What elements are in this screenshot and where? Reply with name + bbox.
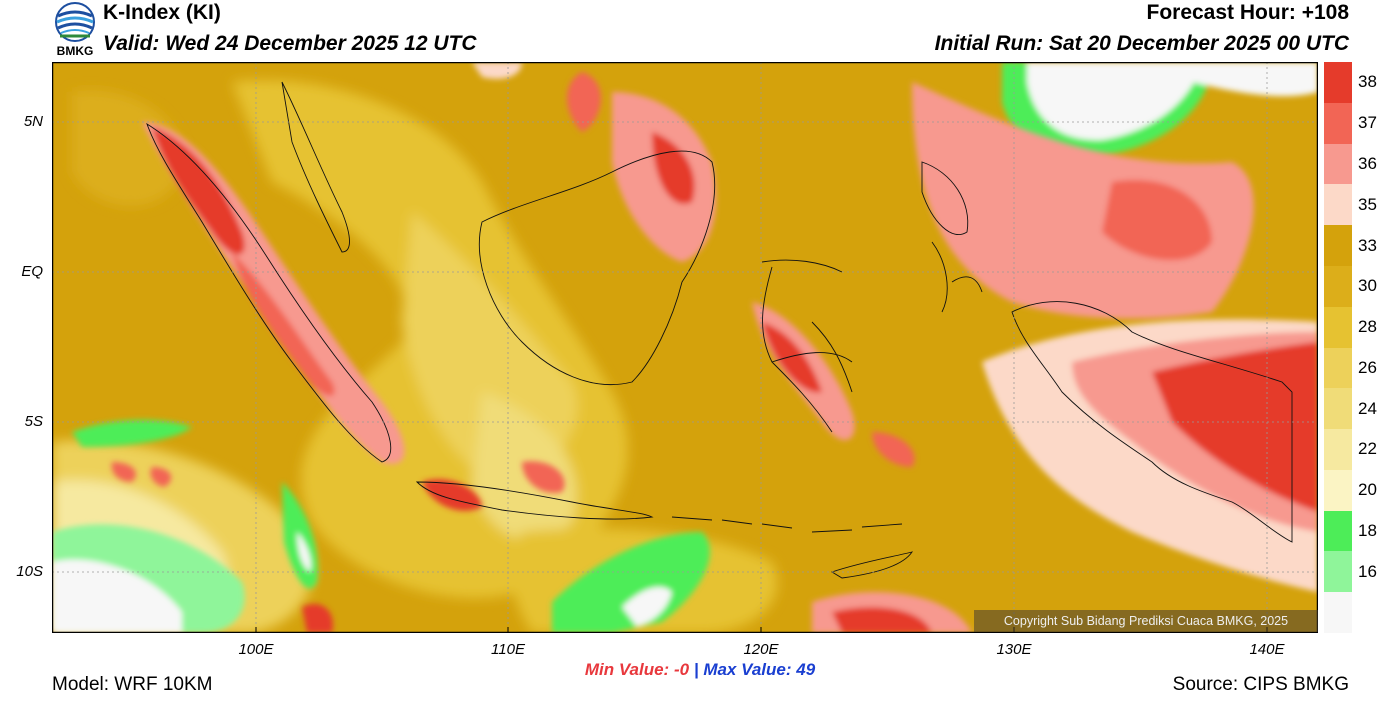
colorbar-label: 36 — [1358, 153, 1377, 173]
coastlines — [146, 81, 1293, 579]
chart-title: K-Index (KI) — [103, 1, 221, 24]
model-label: Model: WRF 10KM — [52, 674, 213, 695]
colorbar-segment — [1324, 225, 1352, 267]
lon-label: 120E — [743, 641, 779, 658]
lon-label: 140E — [1249, 641, 1285, 658]
initial-run: Initial Run: Sat 20 December 2025 00 UTC — [934, 32, 1349, 55]
colorbar-label: 30 — [1358, 276, 1377, 296]
lon-label: 100E — [238, 641, 274, 658]
colorbar-label: 38 — [1358, 72, 1377, 92]
max-label: Max Value: — [703, 660, 792, 679]
colorbar-label: 18 — [1358, 521, 1377, 541]
colorbar-segment — [1324, 184, 1352, 226]
source-label: Source: CIPS BMKG — [1172, 674, 1349, 695]
forecast-hour: Forecast Hour: +108 — [1146, 1, 1350, 24]
colorbar — [1324, 62, 1352, 634]
lat-label: 5S — [24, 413, 43, 430]
stat-separator: | — [693, 660, 699, 679]
colorbar-segment — [1324, 62, 1352, 104]
field-green-regions — [52, 62, 1318, 633]
colorbar-segment — [1324, 469, 1352, 512]
colorbar-segment — [1324, 306, 1352, 348]
colorbar-segment — [1324, 265, 1352, 308]
min-label: Min Value: — [584, 660, 670, 679]
max-value: 49 — [796, 660, 816, 679]
colorbar-segment — [1324, 510, 1352, 552]
colorbar-label: 37 — [1358, 113, 1377, 133]
copyright-notice: Copyright Sub Bidang Prediksi Cuaca BMKG… — [974, 610, 1318, 632]
colorbar-label: 28 — [1358, 317, 1377, 337]
logo-text: BMKG — [56, 44, 94, 58]
bmkg-logo: BMKG — [52, 2, 98, 60]
colorbar-label: 33 — [1358, 235, 1377, 255]
lon-label: 110E — [491, 641, 525, 658]
colorbar-segment — [1324, 429, 1352, 471]
colorbar-label: 35 — [1358, 194, 1377, 214]
colorbar-label: 24 — [1358, 398, 1377, 418]
colorbar-label: 20 — [1358, 480, 1377, 500]
colorbar-segment — [1324, 592, 1352, 634]
colorbar-segment — [1324, 551, 1352, 593]
min-max-values: Min Value: -0 | Max Value: 49 — [0, 660, 1400, 680]
lat-label: 10S — [16, 563, 43, 580]
min-value: -0 — [673, 660, 690, 679]
colorbar-label: 22 — [1358, 439, 1377, 459]
colorbar-segment — [1324, 347, 1352, 389]
colorbar-segment — [1324, 102, 1352, 145]
colorbar-label: 26 — [1358, 357, 1377, 377]
valid-time: Valid: Wed 24 December 2025 12 UTC — [103, 32, 477, 55]
colorbar-label: 16 — [1358, 561, 1377, 581]
field-high-regions — [111, 62, 1318, 633]
colorbar-segment — [1324, 388, 1352, 430]
graticule — [52, 62, 1318, 633]
k-index-map — [52, 62, 1318, 633]
lat-label: EQ — [21, 263, 43, 280]
lat-label: 5N — [23, 113, 43, 130]
lon-label: 130E — [996, 641, 1032, 658]
colorbar-segment — [1324, 143, 1352, 185]
